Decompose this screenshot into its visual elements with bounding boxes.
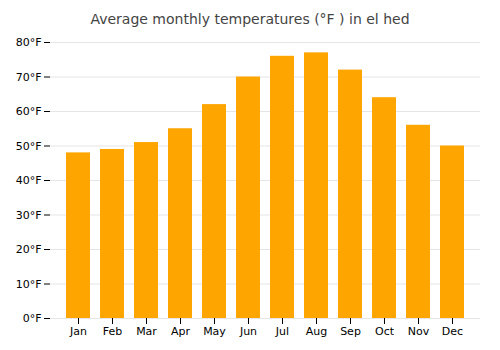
svg-text:May: May [203, 325, 226, 338]
svg-text:Aug: Aug [306, 325, 327, 338]
html-text:Average monthly temperatures (: Average monthly temperatures (°F ) in el… [90, 11, 410, 27]
svg-text:50°F: 50°F [16, 140, 42, 153]
svg-text:Apr: Apr [171, 325, 191, 338]
svg-text:Oct: Oct [375, 325, 395, 338]
svg-text:30°F: 30°F [16, 209, 42, 222]
svg-text:10°F: 10°F [16, 278, 42, 291]
svg-text:Sep: Sep [340, 325, 361, 338]
svg-text:Dec: Dec [442, 325, 463, 338]
svg-text:70°F: 70°F [16, 71, 42, 84]
svg-text:Jun: Jun [239, 325, 257, 338]
svg-text:Jul: Jul [275, 325, 289, 338]
svg-text:Nov: Nov [408, 325, 430, 338]
svg-text:Mar: Mar [136, 325, 157, 338]
svg-text:Jan: Jan [69, 325, 87, 338]
svg-text:80°F: 80°F [16, 36, 42, 49]
svg-text:0°F: 0°F [23, 312, 42, 325]
svg-text:60°F: 60°F [16, 105, 42, 118]
svg-text:Feb: Feb [103, 325, 122, 338]
svg-text:40°F: 40°F [16, 174, 42, 187]
svg-text:20°F: 20°F [16, 243, 42, 256]
